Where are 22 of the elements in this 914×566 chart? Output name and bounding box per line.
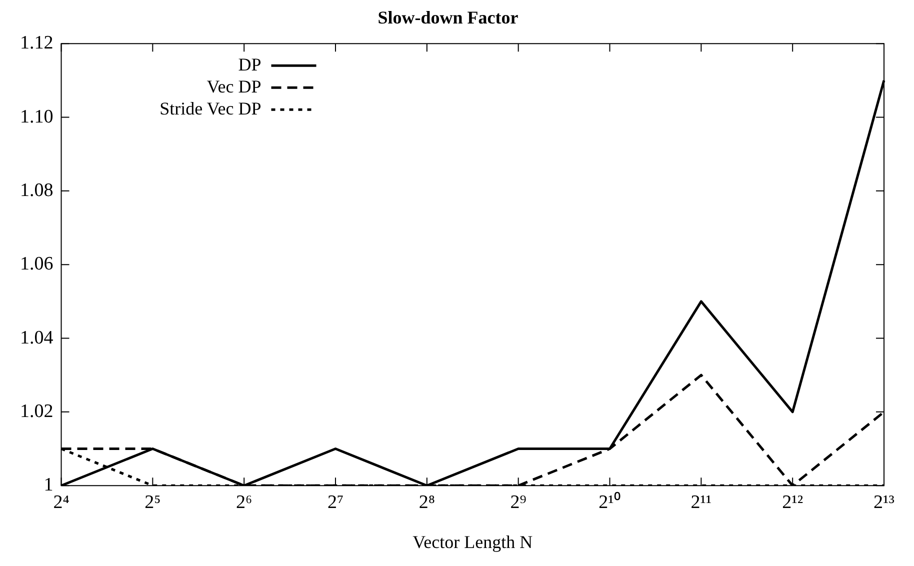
legend-label: Stride Vec DP bbox=[160, 98, 262, 118]
x-axis-title: Vector Length N bbox=[412, 532, 533, 552]
legend-label: Vec DP bbox=[206, 76, 262, 96]
chart-title: Slow-down Factor bbox=[378, 7, 518, 28]
y-tick-label: 1.02 bbox=[20, 400, 54, 422]
y-tick-label: 1 bbox=[44, 474, 54, 496]
y-tick-label: 1.10 bbox=[20, 106, 54, 128]
y-tick-label: 1.06 bbox=[20, 254, 54, 275]
x-tick-label: 2¹¹ bbox=[690, 492, 712, 513]
y-tick-label: 1.08 bbox=[20, 180, 54, 201]
x-tick-label: 2¹⁰ bbox=[598, 490, 621, 513]
y-tick-label: 1.04 bbox=[20, 327, 54, 348]
x-tick-label: 2⁹ bbox=[510, 492, 527, 513]
x-tick-label: 2⁶ bbox=[236, 492, 252, 513]
x-tick-label: 2⁵ bbox=[144, 492, 161, 513]
x-tick-label: 2⁸ bbox=[418, 492, 435, 513]
y-tick-label: 1.12 bbox=[20, 32, 54, 54]
x-tick-label: 2¹³ bbox=[874, 492, 895, 513]
legend-label: DP bbox=[238, 54, 262, 74]
x-tick-label: 2⁷ bbox=[327, 492, 344, 513]
x-tick-label: 2⁴ bbox=[53, 492, 70, 513]
x-tick-label: 2¹² bbox=[782, 492, 804, 513]
